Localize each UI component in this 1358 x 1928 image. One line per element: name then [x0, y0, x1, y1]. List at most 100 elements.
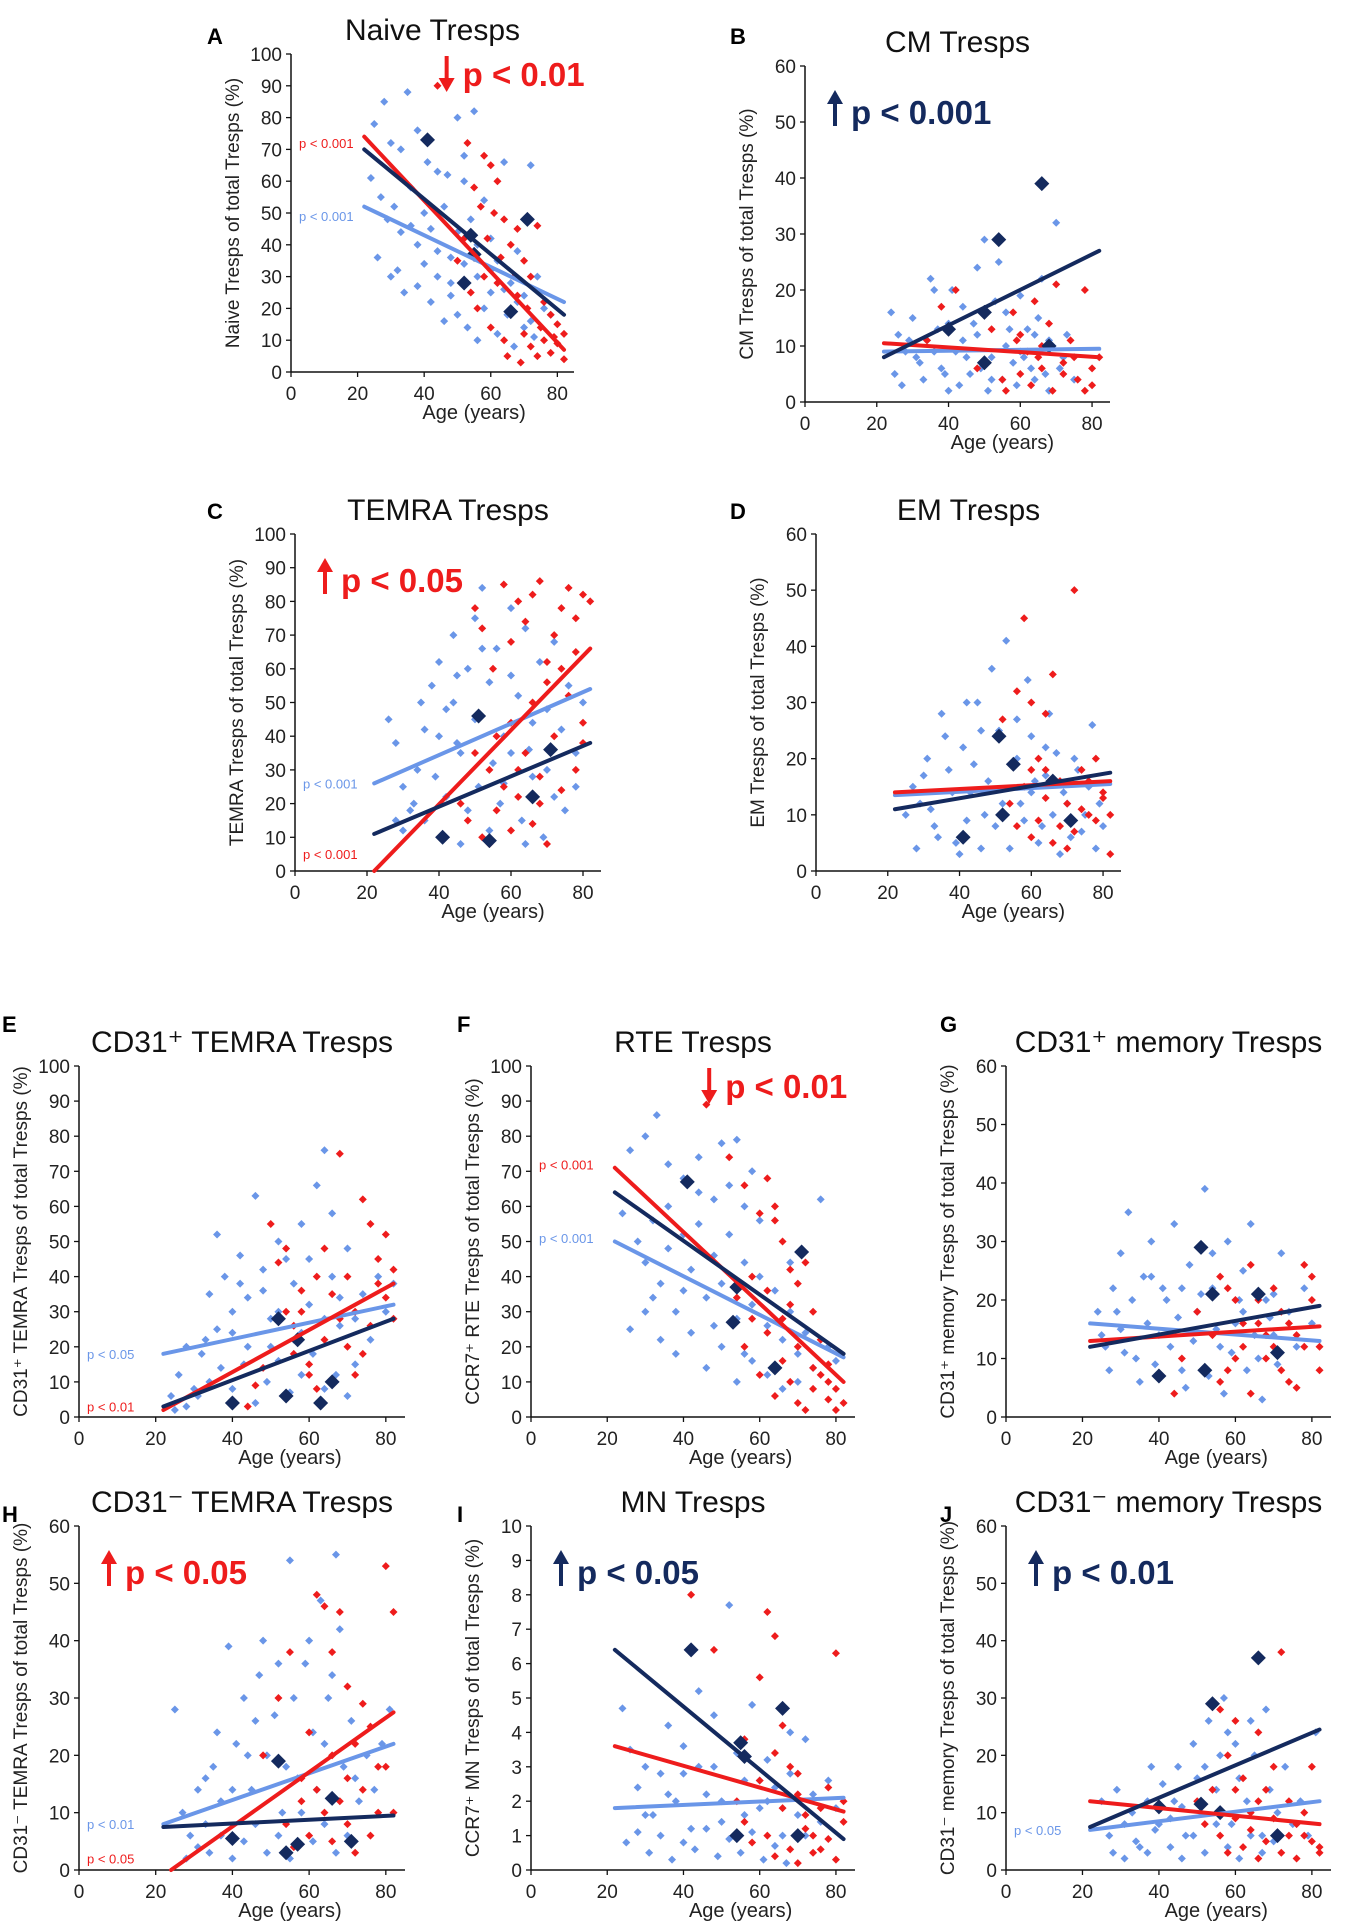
- y-tick-label: 0: [59, 1408, 70, 1429]
- data-point-light-blue: [717, 1139, 726, 1148]
- data-point-light-blue: [755, 1804, 764, 1813]
- trend-line-dark-navy: [1088, 1727, 1322, 1829]
- y-axis-label: CCR7⁺ MN Tresps of total Tresps (%): [463, 1539, 484, 1857]
- data-point-red: [381, 1293, 390, 1302]
- data-point-red: [1315, 1342, 1324, 1351]
- data-point-light-blue: [793, 1810, 802, 1819]
- data-point-light-blue: [994, 258, 1003, 266]
- y-tick-label: 9: [511, 1551, 522, 1572]
- data-point-light-blue: [228, 1328, 237, 1337]
- data-point-light-blue: [456, 840, 465, 849]
- x-tick-label: 40: [938, 414, 959, 435]
- data-point-red: [1073, 375, 1082, 384]
- data-point-light-blue: [732, 1377, 741, 1386]
- data-point-light-blue: [1208, 1249, 1217, 1258]
- trend-line-dark-navy: [161, 1813, 396, 1829]
- x-tick-label: 20: [145, 1882, 166, 1903]
- data-point-red: [507, 637, 515, 646]
- x-axis-label: Age (years): [1165, 1447, 1268, 1469]
- data-point-dark-navy: [790, 1828, 806, 1844]
- data-point-red: [770, 1852, 779, 1861]
- data-point-red: [343, 1774, 352, 1783]
- data-point-light-blue: [1185, 1260, 1194, 1269]
- y-tick-label: 0: [986, 1861, 997, 1882]
- data-point-light-blue: [1197, 1290, 1205, 1299]
- data-point-red: [1077, 805, 1086, 814]
- data-point-light-blue: [618, 1209, 627, 1218]
- data-point-light-blue: [908, 782, 917, 791]
- data-point-red: [1292, 1854, 1301, 1863]
- data-point-red: [1041, 709, 1050, 718]
- data-point-red: [351, 1848, 360, 1857]
- data-point-light-blue: [386, 139, 395, 148]
- data-point-red: [312, 1590, 321, 1599]
- data-point-light-blue: [520, 291, 529, 300]
- y-tick-label: 60: [775, 57, 796, 78]
- data-point-red: [546, 310, 555, 319]
- data-point-red: [320, 1335, 329, 1344]
- data-point-red: [793, 1342, 802, 1351]
- data-point-red: [1012, 687, 1021, 696]
- data-point-red: [1254, 1854, 1263, 1863]
- data-point-red: [839, 1398, 848, 1407]
- data-point-light-blue: [770, 1841, 779, 1850]
- data-point-light-blue: [453, 113, 462, 122]
- data-point-light-blue: [991, 822, 1000, 831]
- data-point-light-blue: [380, 97, 389, 106]
- data-point-red: [1307, 1272, 1316, 1281]
- data-point-light-blue: [557, 725, 566, 734]
- y-tick-label: 100: [250, 45, 282, 66]
- data-point-light-blue: [1116, 1249, 1125, 1258]
- data-point-light-blue: [433, 272, 442, 281]
- data-point-light-blue: [201, 1335, 210, 1344]
- data-point-light-blue: [1227, 1348, 1236, 1357]
- data-point-light-blue: [466, 215, 475, 224]
- data-point-light-blue: [687, 1265, 696, 1274]
- data-point-light-blue: [1246, 1219, 1255, 1228]
- data-point-light-blue: [513, 247, 522, 256]
- data-point-light-blue: [224, 1642, 233, 1651]
- data-point-dark-navy: [1250, 1286, 1266, 1302]
- data-point-light-blue: [1005, 325, 1014, 334]
- data-point-light-blue: [717, 1279, 726, 1288]
- data-point-red: [824, 1783, 833, 1792]
- data-point-light-blue: [270, 1711, 279, 1720]
- data-point-light-blue: [709, 1195, 718, 1204]
- data-point-light-blue: [201, 1774, 210, 1783]
- data-point-light-blue: [182, 1402, 191, 1411]
- y-tick-label: 40: [49, 1632, 70, 1653]
- y-tick-label: 10: [49, 1373, 70, 1394]
- data-point-light-blue: [679, 1286, 688, 1295]
- data-point-red: [824, 1835, 833, 1844]
- data-point-red: [1041, 765, 1050, 774]
- data-point-light-blue: [1292, 1342, 1301, 1351]
- y-tick-label: 50: [976, 1116, 997, 1137]
- data-point-red: [831, 1405, 840, 1414]
- data-point-red: [328, 1290, 337, 1299]
- data-point-red: [297, 1307, 306, 1316]
- data-point-light-blue: [328, 1209, 337, 1218]
- trend-line-red: [612, 1744, 846, 1814]
- data-point-red: [1223, 1848, 1232, 1857]
- data-point-light-blue: [908, 314, 917, 322]
- x-tick-label: 60: [1010, 414, 1031, 435]
- data-point-light-blue: [514, 691, 523, 700]
- data-point-red: [579, 718, 587, 727]
- x-tick-label: 0: [811, 883, 822, 904]
- trend-line-light-blue: [1088, 1799, 1322, 1832]
- data-point-light-blue: [694, 1188, 703, 1197]
- data-point-light-blue: [174, 1370, 183, 1379]
- data-point-light-blue: [671, 1307, 680, 1316]
- data-point-red: [1066, 336, 1075, 345]
- y-tick-label: 7: [511, 1620, 522, 1641]
- data-point-light-blue: [1135, 1377, 1144, 1386]
- data-point-red: [328, 1648, 337, 1657]
- data-point-light-blue: [443, 170, 452, 179]
- data-point-light-blue: [648, 1293, 657, 1302]
- x-tick-label: 40: [949, 883, 970, 904]
- data-point-red: [1307, 1296, 1316, 1304]
- x-tick-label: 40: [1148, 1882, 1169, 1903]
- panel-j: J CD31⁻ memory Tresps 0 10 20 30 40 50 60 0 20 40 60…: [938, 1486, 1331, 1922]
- data-point-red: [778, 1804, 787, 1813]
- data-point-light-blue: [763, 1321, 772, 1330]
